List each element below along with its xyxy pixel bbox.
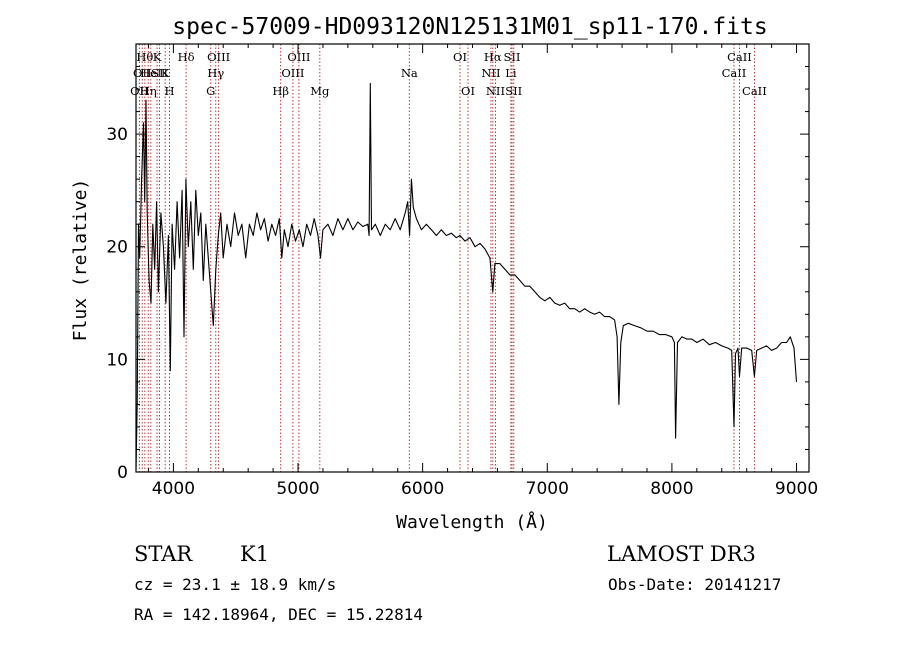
flux-series-line: [135, 82, 798, 470]
line-marker-label: OIII: [281, 66, 304, 80]
line-marker-label: Hγ: [207, 66, 224, 80]
line-marker-label: Mg: [310, 84, 330, 98]
sky-coordinates: RA = 142.18964, DEC = 15.22814: [134, 605, 423, 624]
line-marker-label: OI: [461, 84, 475, 98]
line-marker-label: HeI: [140, 66, 161, 80]
line-marker-label: CaII: [727, 50, 752, 64]
line-marker-label: OI: [453, 50, 467, 64]
line-marker-label: CaII: [722, 66, 747, 80]
redshift-velocity: cz = 23.1 ± 18.9 km/s: [134, 575, 336, 594]
y-tick-label: 30: [106, 125, 128, 145]
line-marker-label: OII: [133, 66, 152, 80]
line-marker-label: Hα: [484, 50, 502, 64]
x-tick-label: 8000: [650, 479, 693, 499]
line-marker-label: Hβ: [272, 84, 289, 98]
line-marker-label: Na: [401, 66, 418, 80]
line-marker-label: CaII: [742, 84, 767, 98]
spectral-subclass: K1: [240, 542, 269, 566]
line-marker-label: G: [206, 84, 215, 98]
line-marker-label: K: [161, 66, 170, 80]
object-class: STAR: [134, 542, 193, 566]
line-marker-label: SII: [504, 50, 521, 64]
line-marker-label: SII: [505, 84, 522, 98]
line-marker-label: Li: [505, 66, 517, 80]
line-marker-label: Hδ: [178, 50, 195, 64]
observation-date: Obs-Date: 20141217: [608, 575, 781, 594]
spectrum-info: STAR K1 LAMOST DR3 cz = 23.1 ± 18.9 km/s…: [134, 542, 781, 624]
x-tick-label: 5000: [276, 479, 319, 499]
spectral-line-markers: OIIOIIHθHηHeIKSIIKHHδGHγOIIIHβOIIIOIIIMg…: [130, 44, 767, 472]
x-tick-label: 6000: [401, 479, 444, 499]
axes: 4000 5000 6000 7000 8000 9000 0 10 20 30: [106, 43, 818, 499]
line-marker-label: NII: [486, 84, 505, 98]
y-tick-label: 20: [106, 238, 128, 258]
y-tick-label: 0: [117, 463, 128, 483]
x-tick-label: 7000: [526, 479, 569, 499]
line-marker-label: OIII: [287, 50, 310, 64]
line-marker-label: OIII: [207, 50, 230, 64]
line-marker-label: Hθ: [136, 50, 153, 64]
y-tick-label: 10: [106, 350, 128, 370]
x-tick-label: 9000: [775, 479, 818, 499]
chart-title: spec-57009-HD093120N125131M01_sp11-170.f…: [172, 14, 767, 40]
x-tick-label: 4000: [152, 479, 195, 499]
line-marker-label: Hη: [140, 84, 157, 98]
survey-name: LAMOST DR3: [607, 542, 756, 566]
y-axis-label: Flux (relative): [70, 179, 91, 342]
plot-frame: [135, 43, 810, 473]
line-marker-label: NII: [481, 66, 500, 80]
line-marker-label: SII: [151, 66, 168, 80]
x-axis-label: Wavelength (Å): [396, 511, 548, 533]
line-marker-label: H: [165, 84, 175, 98]
line-marker-label: K: [153, 50, 162, 64]
line-marker-label: OII: [130, 84, 149, 98]
